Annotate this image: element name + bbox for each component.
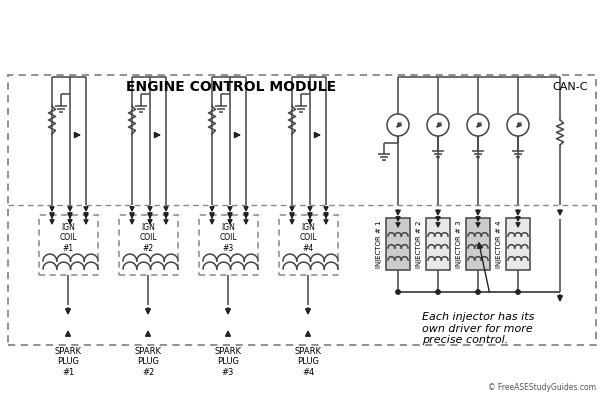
Bar [199,215,258,275]
Text: IGN
COIL
#2: IGN COIL #2 [139,223,157,253]
Text: IGN
COIL
#3: IGN COIL #3 [219,223,237,253]
Text: INJECTOR # 2: INJECTOR # 2 [416,220,422,268]
Text: Each injector has its
own driver for more
precise control.: Each injector has its own driver for mor… [422,312,534,345]
Bar [466,218,490,270]
Circle shape [396,290,400,294]
Text: CAN-C: CAN-C [552,82,588,92]
Text: SPARK
PLUG
#1: SPARK PLUG #1 [54,347,82,377]
Bar [506,218,530,270]
Text: © FreeASEStudyGuides.com: © FreeASEStudyGuides.com [488,383,596,392]
Text: IGN
COIL
#4: IGN COIL #4 [299,223,317,253]
Bar [386,218,410,270]
Text: ENGINE CONTROL MODULE: ENGINE CONTROL MODULE [126,80,336,94]
Text: SPARK
PLUG
#2: SPARK PLUG #2 [134,347,162,377]
Text: IGN
COIL
#1: IGN COIL #1 [59,223,77,253]
Bar [426,218,450,270]
Text: INJECTOR # 4: INJECTOR # 4 [496,220,502,268]
Bar [8,75,596,345]
Bar [279,215,338,275]
Circle shape [436,290,440,294]
Circle shape [476,290,480,294]
Text: SPARK
PLUG
#3: SPARK PLUG #3 [215,347,241,377]
Circle shape [516,290,520,294]
Text: INJECTOR # 3: INJECTOR # 3 [456,220,462,268]
Text: SPARK
PLUG
#4: SPARK PLUG #4 [295,347,321,377]
Bar [119,215,178,275]
Text: INJECTOR # 1: INJECTOR # 1 [376,220,382,268]
Bar [39,215,98,275]
